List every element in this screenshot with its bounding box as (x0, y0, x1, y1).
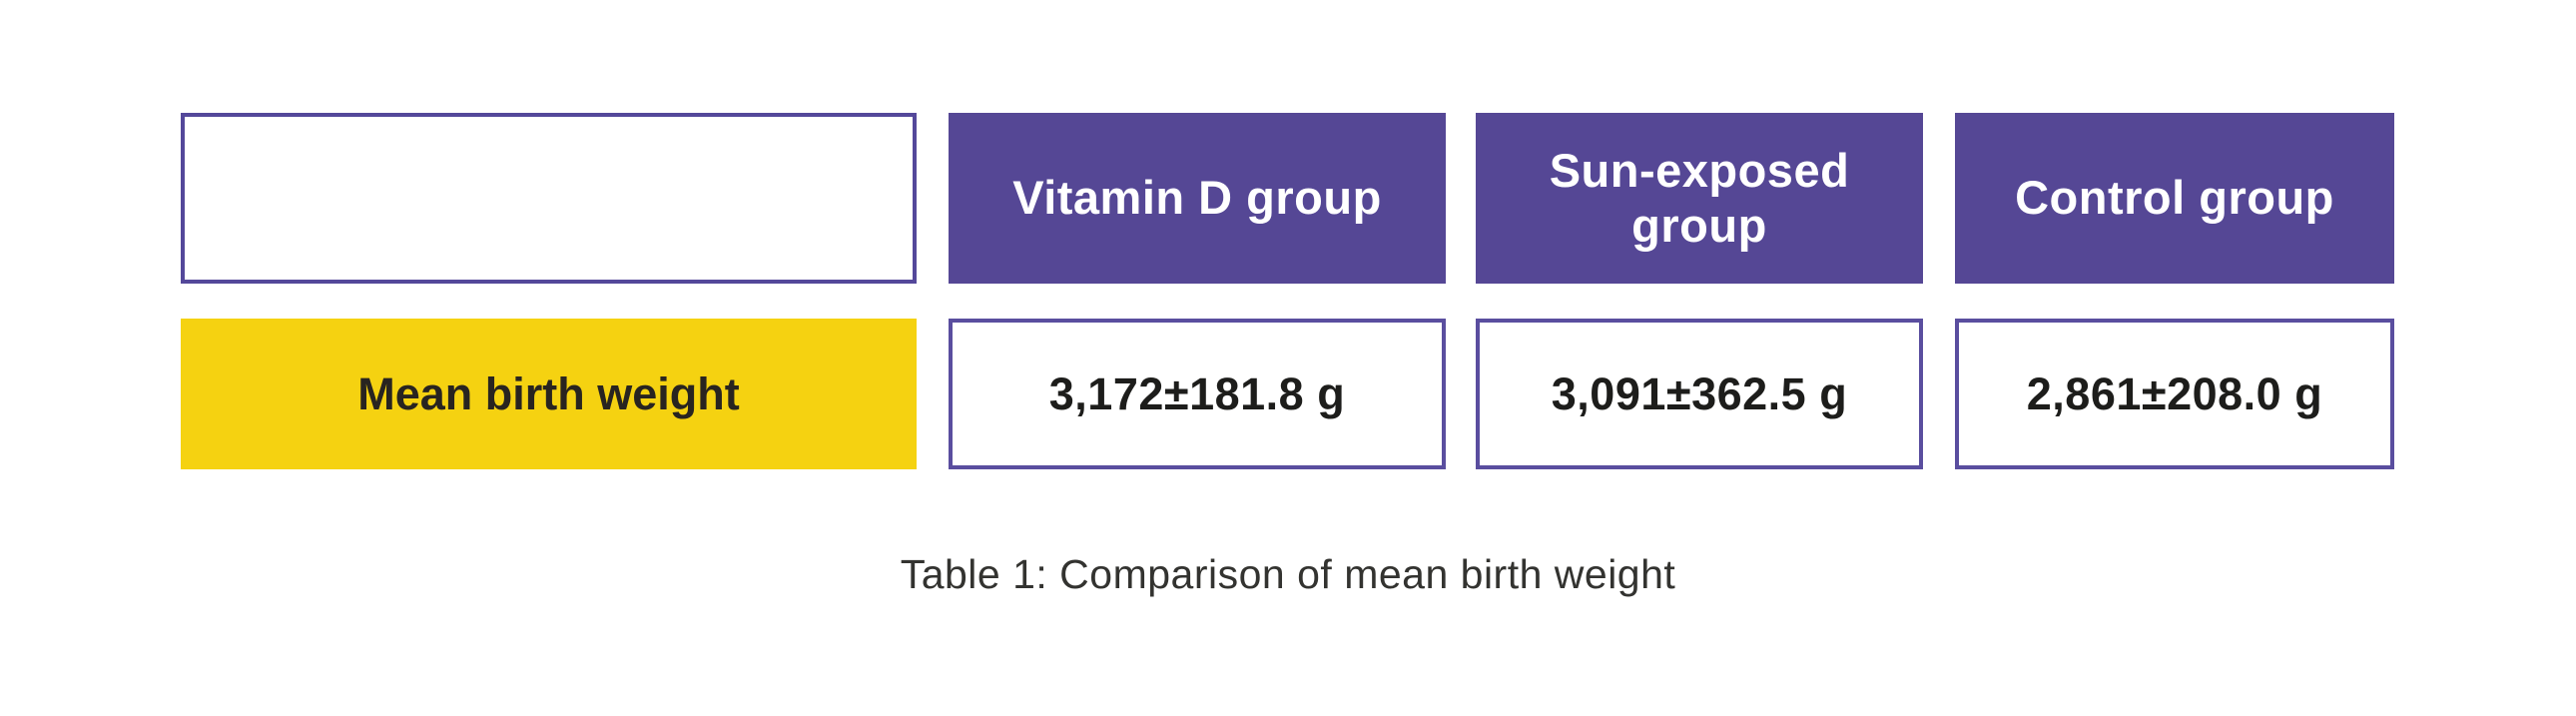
table-header-vitamin-d-group: Vitamin D group (949, 113, 1446, 284)
header-label: Control group (2015, 171, 2334, 225)
value-text: 3,172±181.8 g (1048, 367, 1346, 419)
row-label-text: Mean birth weight (357, 367, 740, 419)
table-header-control-group: Control group (1955, 113, 2394, 284)
value-text: 2,861±208.0 g (2026, 367, 2323, 419)
table-value-sun-exposed-group: 3,091±362.5 g (1476, 319, 1923, 469)
table-value-vitamin-d-group: 3,172±181.8 g (949, 319, 1446, 469)
header-label: Vitamin D group (1012, 171, 1382, 225)
table-value-control-group: 2,861±208.0 g (1955, 319, 2394, 469)
table-caption: Table 1: Comparison of mean birth weight (900, 551, 1676, 597)
table-row-label-mean-birth-weight: Mean birth weight (181, 319, 917, 469)
table-header-sun-exposed-group: Sun-exposed group (1476, 113, 1923, 284)
value-text: 3,091±362.5 g (1551, 367, 1848, 419)
header-label: Sun-exposed group (1549, 143, 1850, 252)
table-corner-empty-cell (181, 113, 917, 284)
